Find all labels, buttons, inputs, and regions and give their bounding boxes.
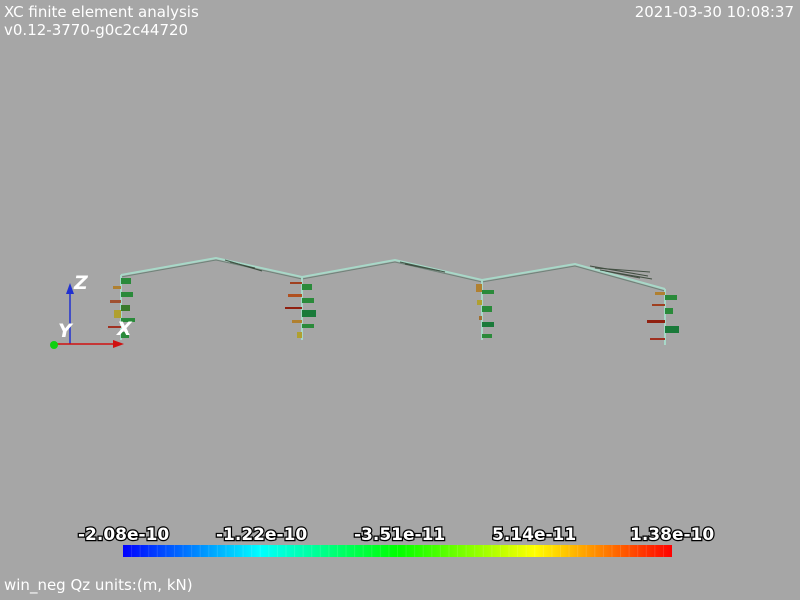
colorbar-tick-label: -2.08e-10: [78, 525, 169, 545]
frame-model: [108, 256, 679, 345]
column-4: [647, 289, 679, 345]
y-axis-label: Y: [58, 320, 74, 342]
colorbar-tick-label: 1.38e-10: [630, 525, 714, 545]
colorbar-tick-label: -3.51e-11: [354, 525, 445, 545]
version-label: v0.12-3770-g0c2c44720: [4, 21, 189, 39]
column-2: [285, 277, 316, 340]
colorbar-gradient: [123, 545, 672, 557]
x-axis-label: X: [116, 318, 133, 340]
colorbar-segments: [131, 545, 664, 557]
column-3: [476, 280, 494, 340]
y-axis-dot-icon: [50, 341, 58, 349]
scalar-colorbar: -2.08e-10 -1.22e-10 -3.51e-11 5.14e-11 1…: [77, 524, 716, 557]
timestamp-label: 2021-03-30 10:08:37: [634, 3, 794, 21]
z-axis-arrow-icon: [66, 283, 74, 294]
x-axis-arrow-icon: [113, 340, 124, 348]
z-axis-label: Z: [73, 272, 89, 294]
colorbar-tick-label: -1.22e-10: [216, 525, 307, 545]
colorbar-tick-label: 5.14e-11: [492, 525, 576, 545]
roof-line: [120, 256, 666, 290]
axes-triad: Z Y X: [50, 272, 133, 349]
roof-diagram-hatching: [224, 259, 653, 280]
roof-shadow: [120, 259, 666, 292]
column-1: [108, 275, 135, 340]
result-caption: win_neg Qz units:(m, kN): [4, 576, 193, 594]
app-title: XC finite element analysis: [4, 3, 199, 21]
